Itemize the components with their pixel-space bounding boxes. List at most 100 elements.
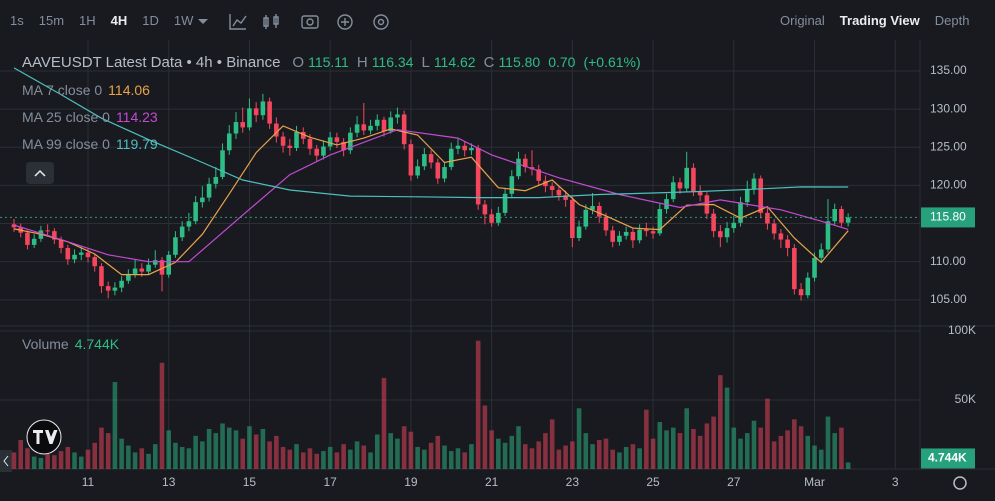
toolbar-item[interactable]: Original (780, 13, 825, 28)
collapse-button[interactable] (26, 162, 54, 184)
toolbar-item[interactable]: 1D (142, 13, 159, 28)
candle-body (11, 224, 17, 228)
candle-body (516, 158, 521, 177)
volume-bar (361, 445, 367, 469)
volume-bar (92, 442, 98, 469)
candle-body (623, 231, 629, 236)
volume-bar (711, 416, 716, 469)
candle-body (287, 145, 293, 148)
candle-body (771, 223, 777, 234)
candle-body (455, 145, 461, 149)
candle-body (637, 229, 642, 241)
candle-body (509, 176, 515, 194)
legend-name: MA 7 close 0 (22, 82, 103, 98)
volume-bar (139, 448, 145, 469)
interval-bar: 1s 15m 1H 4H 1D 1W (10, 13, 193, 28)
ohlc-value: 115.11 (308, 54, 349, 70)
volume-bar (307, 448, 313, 469)
candle-body (812, 257, 817, 278)
volume-bar (159, 362, 165, 469)
candle-body (381, 119, 387, 132)
volume-bar (226, 427, 232, 469)
volume-bar (697, 435, 703, 469)
candle-body (617, 235, 622, 242)
volume-bar (845, 462, 851, 469)
candle-body (610, 230, 615, 242)
candle-body (126, 273, 131, 281)
volume-bar (785, 430, 790, 469)
candle-body (374, 119, 380, 126)
candle-body (496, 212, 501, 223)
scroll-button[interactable] (0, 450, 12, 472)
volume-bar (637, 448, 642, 469)
volume-bar (543, 433, 548, 469)
toolbar-item[interactable]: 1W (173, 13, 194, 28)
volume-bar (348, 449, 353, 469)
candle-body (247, 108, 252, 128)
volume-legend: Volume 4.744K (22, 336, 119, 352)
legend-name: MA 25 close 0 (22, 109, 110, 125)
volume-bar (72, 452, 77, 469)
volume-bar (610, 449, 615, 469)
candle-body (159, 260, 165, 275)
ohlc-value: 115.80 (498, 54, 541, 70)
candle-body (644, 229, 649, 232)
volume-bar (623, 446, 629, 469)
volume-bar (469, 444, 474, 469)
volume-bar (193, 435, 198, 469)
candle-body (738, 202, 743, 223)
candle-body (670, 182, 676, 200)
volume-bar (401, 426, 407, 469)
candle-body (650, 231, 656, 234)
volume-bar (280, 446, 286, 469)
ma-line (13, 125, 849, 276)
volume-bar (475, 340, 481, 469)
candle-body (233, 122, 239, 134)
indicator-icon[interactable] (229, 14, 247, 30)
volume-bar (334, 452, 340, 469)
x-tick-label: Mar (804, 475, 825, 489)
legend-value: 114.23 (115, 109, 158, 125)
candle-body (758, 178, 763, 213)
candle-body (314, 148, 319, 156)
volume-bar (233, 430, 239, 469)
toolbar-item[interactable]: 15m (38, 13, 65, 28)
candle-icon[interactable] (263, 14, 279, 29)
volume-bar (657, 422, 663, 469)
volume-bar (758, 427, 763, 469)
toolbar-item[interactable]: Trading View (839, 13, 920, 28)
candle-body (52, 231, 57, 240)
add-icon[interactable] (337, 14, 353, 30)
toolbar-item[interactable]: 4H (110, 13, 128, 28)
toolbar-item[interactable]: Depth (934, 13, 970, 28)
candle-body (825, 221, 831, 250)
volume-bar (664, 430, 669, 469)
ma-line (13, 129, 849, 263)
toolbar-item[interactable]: 1H (79, 13, 96, 28)
settings-icon[interactable] (373, 14, 389, 30)
candle-body (543, 180, 548, 187)
volume-bar (590, 444, 595, 469)
volume-bar (381, 377, 387, 469)
volume-bar (354, 441, 360, 469)
settings-icon[interactable] (953, 476, 967, 490)
volume-bar (321, 451, 326, 469)
ohlc-prefix: H (356, 54, 368, 71)
chevron-icon (3, 455, 9, 467)
camera-icon[interactable] (301, 15, 319, 29)
dropdown-icon[interactable] (198, 19, 208, 24)
toolbar-item[interactable]: 1s (10, 13, 24, 28)
volume-bar (563, 445, 568, 469)
volume-bar (516, 426, 521, 469)
candle-body (354, 124, 360, 133)
volume-bar (126, 445, 131, 469)
candle-body (536, 169, 541, 181)
chart-header: AAVEUSDT Latest Data • 4h • Binance O 115.… (22, 54, 645, 71)
volume-bar (825, 416, 831, 469)
candle-body (408, 144, 414, 176)
candle-body (711, 213, 716, 232)
legend-value: 119.79 (115, 136, 158, 152)
candle-body (778, 233, 784, 240)
candle-body (65, 247, 71, 260)
candle-body (576, 226, 582, 239)
